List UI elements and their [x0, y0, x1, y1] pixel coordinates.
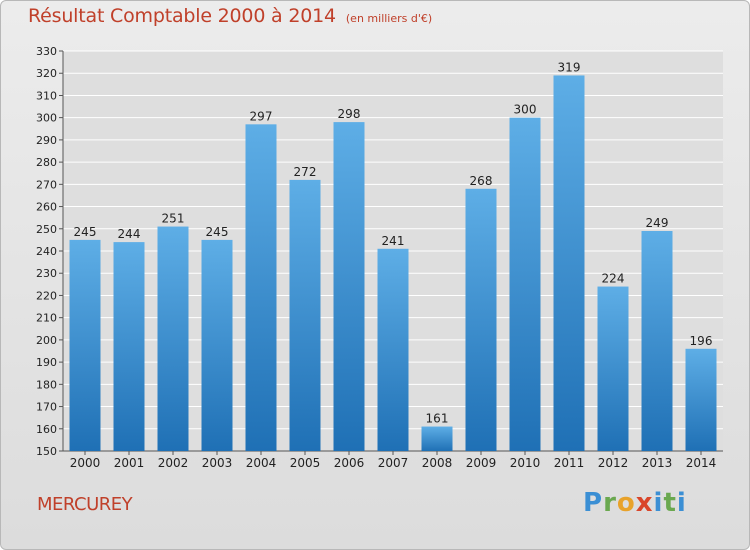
y-tick-label: 260 — [36, 201, 57, 214]
bar-2005 — [289, 179, 321, 451]
x-tick-label: 2003 — [202, 456, 233, 470]
bar-2014 — [685, 348, 717, 451]
bar-2012 — [597, 286, 629, 451]
x-tick-label: 2011 — [554, 456, 585, 470]
data-label: 251 — [162, 212, 185, 226]
data-label: 224 — [602, 272, 625, 286]
data-label: 161 — [426, 412, 449, 426]
bar-2001 — [113, 242, 145, 451]
x-tick-label: 2006 — [334, 456, 365, 470]
x-tick-label: 2013 — [642, 456, 673, 470]
y-tick-label: 310 — [36, 89, 57, 102]
x-axis: 2000 2001 2002 2003 2004 2005 2006 2007 2008 2009… — [70, 451, 717, 470]
proxiti-logo[interactable]: Proxiti — [583, 488, 687, 518]
data-label: 298 — [338, 107, 361, 121]
y-tick-label: 320 — [36, 67, 57, 80]
bar-2007 — [377, 248, 409, 451]
chart-unit: (en milliers d'€) — [345, 12, 433, 25]
y-tick-label: 190 — [36, 356, 57, 369]
y-tick-label: 270 — [36, 178, 57, 191]
y-tick-label: 180 — [36, 378, 57, 391]
data-label: 272 — [294, 165, 317, 179]
data-label: 244 — [118, 227, 141, 241]
bars: 245 244 251 245 297 272 298 241 161 268 300 319 224 2… — [69, 60, 717, 452]
x-tick-label: 2001 — [114, 456, 145, 470]
y-tick-label: 160 — [36, 423, 57, 436]
data-label: 245 — [206, 225, 229, 239]
data-label: 196 — [690, 334, 713, 348]
y-tick-label: 280 — [36, 156, 57, 169]
bar-2006 — [333, 122, 365, 451]
y-tick-label: 250 — [36, 223, 57, 236]
chart-title: Résultat Comptable 2000 à 2014 — [28, 5, 336, 27]
bar-2013 — [641, 231, 673, 451]
data-label: 297 — [250, 109, 273, 123]
data-label: 241 — [382, 234, 405, 248]
y-tick-label: 220 — [36, 289, 57, 302]
x-tick-label: 2012 — [598, 456, 629, 470]
y-tick-label: 170 — [36, 401, 57, 414]
x-tick-label: 2009 — [466, 456, 497, 470]
data-label: 300 — [514, 103, 537, 117]
bar-2000 — [69, 239, 101, 451]
bar-2011 — [553, 75, 585, 451]
bar-2010 — [509, 117, 541, 452]
x-tick-label: 2008 — [422, 456, 453, 470]
y-tick-label: 210 — [36, 312, 57, 325]
y-tick-label: 290 — [36, 134, 57, 147]
bar-2004 — [245, 124, 277, 451]
bar-2002 — [157, 226, 189, 451]
bar-2003 — [201, 239, 233, 451]
data-label: 245 — [74, 225, 97, 239]
data-label: 268 — [470, 174, 493, 188]
chart-title-block: Résultat Comptable 2000 à 2014 (en millie… — [28, 5, 432, 27]
bar-2008 — [421, 426, 453, 451]
x-tick-label: 2014 — [686, 456, 717, 470]
y-tick-label: 200 — [36, 334, 57, 347]
x-tick-label: 2007 — [378, 456, 409, 470]
bar-2009 — [465, 188, 497, 451]
y-tick-label: 150 — [36, 445, 57, 458]
x-tick-label: 2000 — [70, 456, 101, 470]
x-tick-label: 2005 — [290, 456, 321, 470]
y-tick-label: 330 — [36, 45, 57, 58]
data-label: 319 — [558, 60, 581, 74]
y-tick-label: 240 — [36, 245, 57, 258]
x-tick-label: 2004 — [246, 456, 277, 470]
commune-name: MERCUREY — [37, 494, 133, 515]
x-tick-label: 2002 — [158, 456, 189, 470]
data-label: 249 — [646, 216, 669, 230]
y-tick-label: 300 — [36, 112, 57, 125]
y-tick-label: 230 — [36, 267, 57, 280]
x-tick-label: 2010 — [510, 456, 541, 470]
